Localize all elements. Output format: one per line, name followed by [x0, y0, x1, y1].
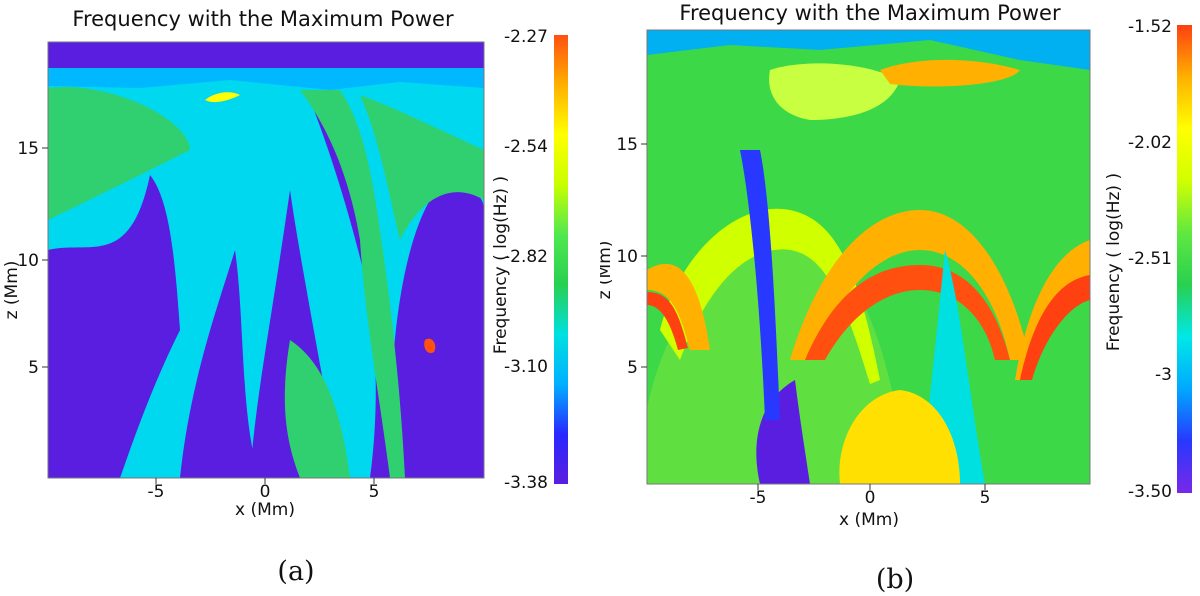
chart-b-title: Frequency with the Maximum Power	[679, 1, 1061, 25]
colorbar-a-tick: -2.27	[504, 27, 548, 47]
colorbar-b-bar	[1177, 25, 1192, 493]
y-tick-label: 5	[28, 358, 39, 378]
colorbar-b-tick: -3.50	[1128, 482, 1172, 502]
y-axis-b: 5 10 15 z (Mm)	[600, 135, 647, 378]
heatmap-b-arch-center-band	[790, 210, 1030, 360]
heatmap-a-violet-right	[391, 189, 484, 478]
chart-a: Frequency with the Maximum Power -5 0 5 …	[2, 7, 568, 587]
colorbar-b: -1.52 -2.02 -2.51 -3 -3.50 Frequency ( l…	[1104, 17, 1192, 502]
y-axis-label: z (Mm)	[600, 241, 615, 300]
panel-a: Frequency with the Maximum Power -5 0 5 …	[2, 7, 568, 587]
heatmap-b-arch-left-band	[660, 208, 880, 384]
heatmap-a-green-plume	[300, 90, 405, 478]
x-tick-label: -5	[148, 482, 165, 502]
heatmap-b-blue-streak	[740, 150, 780, 420]
chart-a-title: Frequency with the Maximum Power	[72, 7, 454, 31]
x-tick-label: 5	[369, 482, 380, 502]
x-tick-label: 5	[980, 488, 991, 508]
y-tick-label: 5	[627, 358, 638, 378]
y-tick-label: 10	[616, 247, 638, 267]
heatmap-b-orange-streak-top	[880, 59, 1020, 87]
colorbar-b-tick: -1.52	[1128, 17, 1172, 37]
panel-b: Frequency with the Maximum Power -5 0 5 …	[600, 0, 1200, 596]
colorbar-a-tick: -2.54	[504, 137, 548, 157]
heatmap-a	[48, 42, 484, 478]
heatmap-a-red-speck	[424, 338, 436, 354]
chart-b: Frequency with the Maximum Power -5 0 5 …	[600, 1, 1192, 595]
heatmap-b-top-band	[647, 30, 1090, 70]
heatmap-b-light-cap-left	[769, 63, 900, 120]
y-tick-label: 10	[17, 251, 39, 271]
x-tick-label: -5	[750, 488, 767, 508]
colorbar-a-tick: -3.10	[504, 357, 548, 377]
colorbar-b-tick: -2.51	[1128, 249, 1172, 269]
heatmap-b-arch-right-redcore	[1020, 275, 1090, 380]
panel-b-label: (b)	[876, 564, 914, 595]
heatmap-b-arch-left-redcore	[647, 292, 688, 350]
panel-a-label: (a)	[277, 556, 314, 587]
y-tick-label: 15	[616, 135, 638, 155]
colorbar-b-label: Frequency ( log(Hz) )	[1104, 173, 1124, 351]
heatmap-a-green-lower	[284, 340, 350, 478]
heatmap-a-top-band	[48, 42, 484, 68]
x-axis-label: x (Mm)	[235, 500, 295, 520]
heatmap-a-violet-center	[180, 250, 260, 478]
colorbar-b-tick: -3	[1155, 365, 1172, 385]
colorbar-a-label: Frequency ( log(Hz) )	[491, 176, 511, 354]
heatmap-a-upper-ribbon	[48, 68, 484, 90]
y-axis-a: 5 10 15 z (Mm)	[2, 139, 48, 378]
heatmap-a-violet-left	[48, 175, 180, 478]
heatmap-b-arch-center-inner	[805, 265, 1010, 360]
x-axis-label: x (Mm)	[839, 510, 899, 530]
heatmap-a-yellow-speck	[205, 92, 240, 103]
x-tick-label: 0	[865, 488, 876, 508]
x-tick-label: 0	[260, 482, 271, 502]
heatmap-b	[647, 30, 1090, 484]
y-tick-label: 15	[17, 139, 39, 159]
colorbar-b-tick: -2.02	[1128, 133, 1172, 153]
x-axis-b: -5 0 5 x (Mm)	[750, 484, 991, 530]
colorbar-a-bar	[554, 35, 568, 484]
x-axis-a: -5 0 5 x (Mm)	[148, 478, 380, 520]
heatmap-b-yellow-base	[839, 390, 960, 484]
plot-frame-b	[646, 29, 1091, 485]
colorbar-a: -2.27 -2.54 -2.82 -3.10 -3.38 Frequency …	[491, 27, 568, 493]
y-axis-label: z (Mm)	[2, 261, 22, 320]
heatmap-a-green-upper-right	[360, 95, 484, 240]
colorbar-a-tick: -3.38	[504, 473, 548, 493]
colorbar-a-tick: -2.82	[504, 247, 548, 267]
heatmap-a-green-upper-left	[48, 86, 190, 220]
heatmap-b-arch-left-red	[647, 263, 710, 350]
